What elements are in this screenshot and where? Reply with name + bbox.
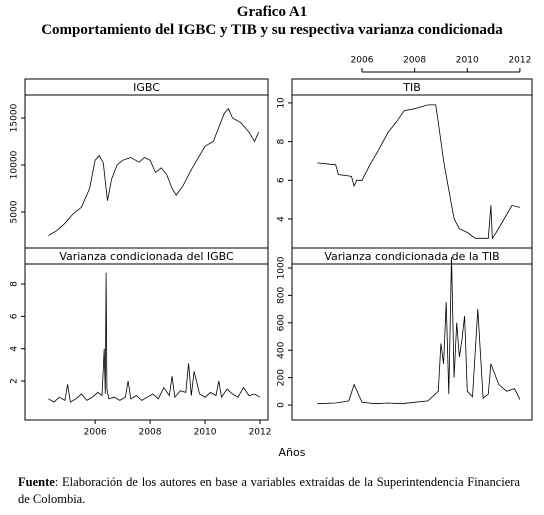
x-tick-label: 2008 bbox=[139, 428, 162, 438]
y-tick-label: 4 bbox=[277, 216, 287, 222]
y-tick-label: 10 bbox=[277, 97, 287, 109]
y-tick-label: 8 bbox=[10, 281, 20, 287]
panel-title: TIB bbox=[402, 81, 421, 94]
plot-frame bbox=[24, 263, 269, 421]
panel-title: Varianza condicionada del IGBC bbox=[59, 250, 234, 263]
y-tick-label: 800 bbox=[277, 287, 287, 304]
x-tick-label: 2010 bbox=[194, 428, 217, 438]
y-tick-label: 4 bbox=[10, 346, 20, 352]
plot-frame bbox=[24, 94, 269, 249]
series-line bbox=[317, 104, 520, 240]
x-tick-label: 2012 bbox=[249, 428, 272, 438]
y-tick-label: 6 bbox=[277, 177, 287, 183]
x-tick-label: 2006 bbox=[351, 56, 374, 66]
y-tick-label: 8 bbox=[277, 138, 287, 144]
y-tick-label: 2 bbox=[10, 378, 20, 384]
series-line bbox=[48, 107, 260, 236]
y-tick-label: 0 bbox=[277, 402, 287, 408]
plot-frame bbox=[291, 263, 533, 421]
y-tick-label: 10000 bbox=[10, 150, 20, 179]
panel-title: Varianza condicionada de la TIB bbox=[324, 250, 499, 263]
y-tick-label: 15000 bbox=[10, 103, 20, 132]
y-tick-label: 6 bbox=[10, 313, 20, 319]
x-axis-label: Años bbox=[279, 446, 306, 459]
y-tick-label: 200 bbox=[277, 369, 287, 386]
source-text: : Elaboración de los autores en base a v… bbox=[18, 475, 520, 506]
x-tick-label: 2008 bbox=[403, 56, 426, 66]
y-tick-label: 600 bbox=[277, 314, 287, 331]
y-tick-label: 5000 bbox=[10, 200, 20, 223]
source-label: Fuente bbox=[18, 475, 55, 489]
figure-subtitle: Comportamiento del IGBC y TIB y su respe… bbox=[41, 22, 503, 38]
y-tick-label: 400 bbox=[277, 341, 287, 358]
figure-title: Grafico A1 bbox=[236, 4, 308, 20]
plot-frame bbox=[291, 94, 533, 249]
x-tick-label: 2012 bbox=[508, 56, 531, 66]
source-note: Fuente: Elaboración de los autores en ba… bbox=[18, 474, 520, 508]
y-tick-label: 1000 bbox=[277, 256, 287, 279]
x-tick-label: 2010 bbox=[456, 56, 479, 66]
panel-title: IGBC bbox=[133, 81, 160, 94]
series-line bbox=[48, 272, 261, 403]
x-tick-label: 2006 bbox=[84, 428, 107, 438]
series-line bbox=[317, 256, 521, 405]
